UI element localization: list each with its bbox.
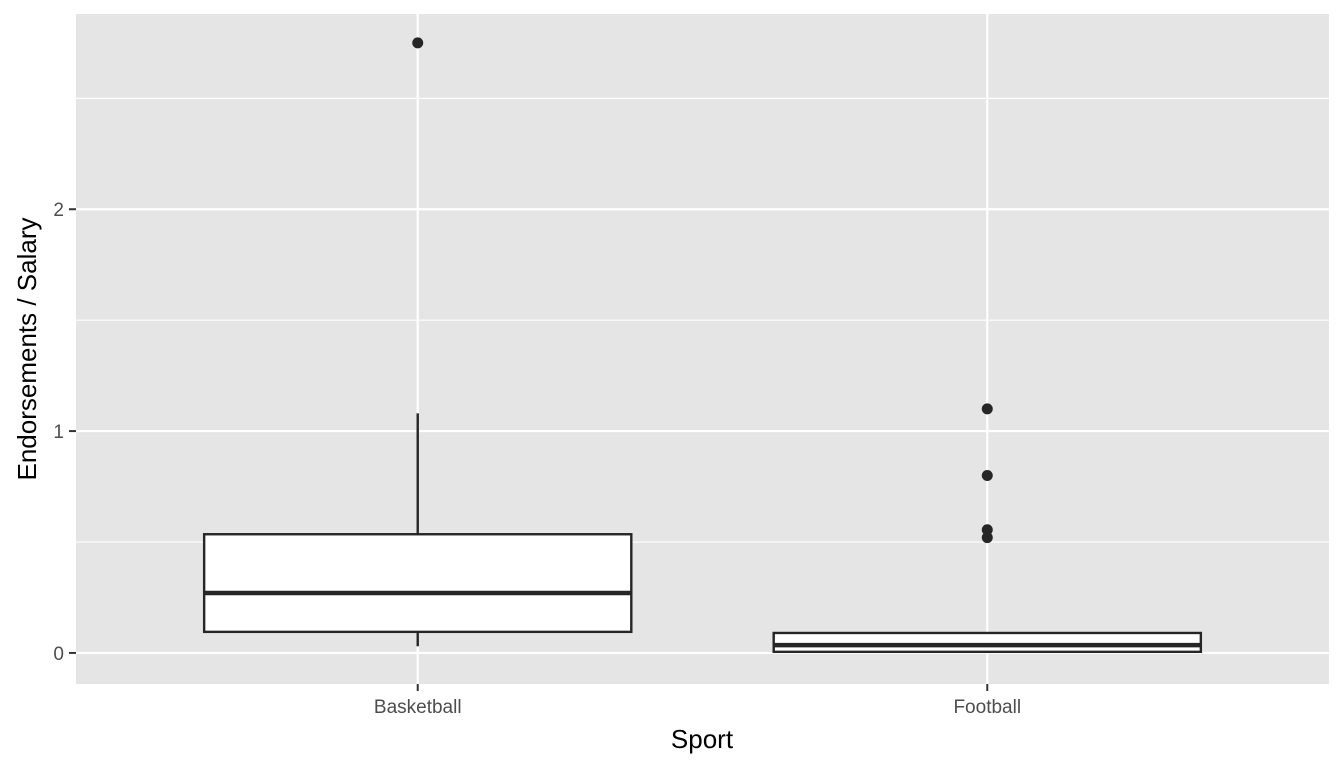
outlier-point [981, 469, 993, 481]
y-tick-label: 1 [53, 422, 64, 443]
y-axis: 0 1 2 [53, 200, 76, 665]
outlier-point [981, 403, 993, 415]
box-group-football [772, 403, 1203, 654]
x-axis: Basketball Football [374, 684, 1021, 718]
x-tick-label: Football [953, 697, 1021, 718]
box-iqr [772, 631, 1203, 654]
y-axis-title: Endorsements / Salary [12, 217, 42, 480]
box-iqr [202, 533, 633, 634]
outlier-point [981, 532, 993, 544]
boxes [202, 37, 1203, 654]
y-tick-label: 0 [53, 644, 64, 665]
x-tick-label: Basketball [374, 697, 462, 718]
outlier-point [412, 37, 424, 49]
y-tick-label: 2 [53, 200, 64, 221]
x-axis-title: Sport [671, 724, 734, 754]
outlier-point [981, 524, 993, 536]
box-group-basketball [202, 37, 633, 647]
